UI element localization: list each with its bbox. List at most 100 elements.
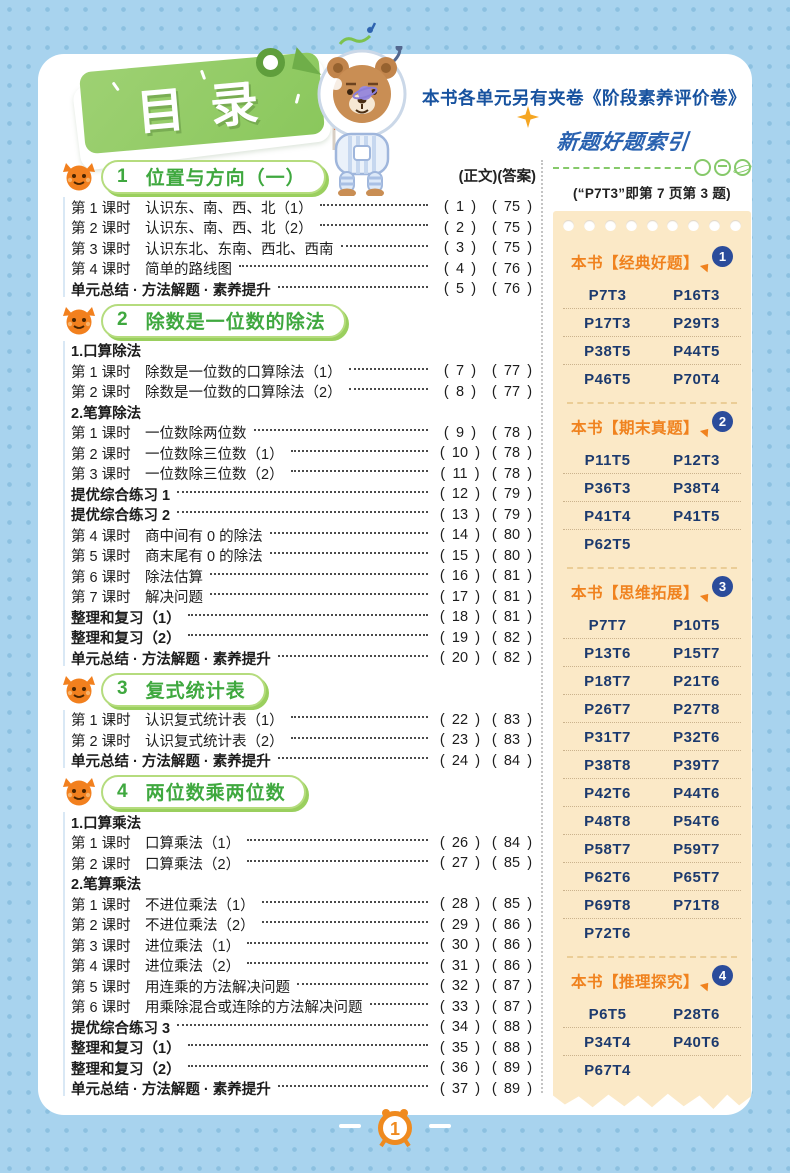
toc-row: 单元总结 · 方法解题 · 素养提升 ( 20 ) ( 82 ) [62, 648, 538, 669]
index-section-number-badge: 2 [712, 410, 733, 432]
lesson-label: 第 2 课时 [71, 918, 131, 935]
page-ref-answer: ( 81 ) [491, 609, 533, 626]
chapter-mascot-icon [62, 162, 96, 192]
dot-leader [348, 367, 428, 370]
lesson-title: 提优综合练习 3 [71, 1020, 171, 1037]
index-code-row: P62T5 [563, 530, 741, 557]
question-code: P41T5 [673, 507, 720, 525]
lesson-title: 口算乘法（1） [145, 836, 241, 853]
dot-leader [269, 531, 428, 534]
lesson-title: 商末尾有 0 的除法 [145, 549, 263, 566]
index-code-row: P69T8 P71T8 [563, 891, 741, 919]
dot-leader [247, 941, 428, 944]
question-code: P44T6 [673, 784, 720, 802]
question-code: P11T5 [584, 451, 631, 469]
punch-hole [625, 220, 637, 231]
lesson-label: 第 3 课时 [71, 241, 131, 258]
lesson-title: 整理和复习（1） [71, 1041, 181, 1058]
page-ref-answer: ( 87 ) [491, 998, 533, 1015]
toc-row: 第 3 课时 一位数除三位数（2） ( 11 ) ( 78 ) [62, 464, 538, 485]
page-number-footer: 1 [0, 1104, 790, 1148]
page-ref-text: ( 29 ) [439, 916, 481, 933]
page-ref-text: ( 2 ) [443, 219, 477, 236]
chapter-badge: 1 位置与方向（一） [101, 160, 326, 194]
page-ref-text: ( 27 ) [439, 855, 481, 872]
punch-hole [688, 220, 700, 231]
footer-dash [339, 1124, 361, 1128]
lesson-title: 用乘除混合或连除的方法解决问题 [145, 1000, 363, 1017]
lesson-title: 用连乘的方法解决问题 [145, 979, 290, 996]
dot-leader [239, 265, 428, 268]
lesson-title: 一位数除两位数 [145, 426, 247, 443]
dot-leader [187, 613, 428, 616]
question-code: P28T6 [673, 1005, 720, 1023]
svg-text:1: 1 [390, 1119, 400, 1139]
lesson-label: 第 3 课时 [71, 938, 131, 955]
question-code [652, 1062, 741, 1079]
index-code-row: P36T3 P38T4 [563, 474, 741, 502]
toc-row: 单元总结 · 方法解题 · 素养提升 ( 37 ) ( 89 ) [62, 1079, 538, 1100]
lesson-label: 第 1 课时 [71, 426, 131, 443]
subsection-title: 2.笔算除法 [71, 405, 142, 422]
index-code-row: P34T4 P40T6 [563, 1028, 741, 1056]
question-code: P62T5 [584, 535, 631, 553]
page-ref-answer: ( 85 ) [491, 896, 533, 913]
lesson-title: 认识东、南、西、北（2） [145, 221, 313, 238]
index-section-header: 本书【期末真题】 2 [561, 410, 743, 438]
toc-row: 第 2 课时 口算乘法（2） ( 27 ) ( 85 ) [62, 853, 538, 874]
lesson-label: 第 1 课时 [71, 364, 131, 381]
index-code-row: P7T7 P10T5 [563, 611, 741, 639]
page-ref-text: ( 15 ) [439, 547, 481, 564]
index-section: 本书【期末真题】 2 P11T5 P12T3 P36T3 P38T4 P41T4 P41T5 P… [561, 410, 743, 557]
toc-row: 第 7 课时 解决问题 ( 17 ) ( 81 ) [62, 587, 538, 608]
chapter-number: 1 [117, 165, 128, 187]
lesson-title: 单元总结 · 方法解题 · 素养提升 [71, 754, 271, 771]
toc-row: 第 4 课时 进位乘法（2） ( 31 ) ( 86 ) [62, 956, 538, 977]
question-code: P15T7 [673, 644, 720, 662]
question-code: P16T3 [673, 286, 720, 304]
subsection-title: 1.口算除法 [71, 344, 142, 361]
lesson-title: 整理和复习（1） [71, 610, 181, 627]
question-code: P44T5 [673, 342, 720, 360]
orange-caret-icon [699, 260, 713, 272]
toc-row: 第 1 课时 一位数除两位数 ( 9 ) ( 78 ) [62, 423, 538, 444]
lesson-label: 第 1 课时 [71, 200, 131, 217]
question-code: P32T6 [673, 728, 720, 746]
lesson-label: 第 1 课时 [71, 713, 131, 730]
decorative-dashed-line [553, 159, 751, 176]
lesson-title: 认识复式统计表（2） [145, 733, 284, 750]
question-code: P48T8 [584, 812, 631, 830]
toc-row: 第 1 课时 不进位乘法（1） ( 28 ) ( 85 ) [62, 894, 538, 915]
lesson-label: 第 6 课时 [71, 1000, 131, 1017]
question-code: P34T4 [584, 1033, 631, 1051]
question-code: P58T7 [584, 840, 631, 858]
question-code: P38T8 [584, 756, 631, 774]
index-section-header: 本书【推理探究】 4 [561, 964, 743, 992]
footer-dash [429, 1124, 451, 1128]
index-section-number-badge: 3 [712, 575, 733, 597]
question-code: P6T5 [588, 1005, 627, 1023]
chapter-title: 除数是一位数的除法 [145, 311, 326, 333]
section-divider [567, 567, 737, 569]
chapter-title: 位置与方向（一） [145, 168, 306, 189]
lesson-title: 解决问题 [145, 590, 203, 607]
section-divider [567, 956, 737, 958]
page-ref-answer: ( 88 ) [491, 1019, 533, 1036]
index-code-row: P26T7 P27T8 [563, 695, 741, 723]
dot-leader [177, 1023, 428, 1026]
orange-caret-icon [699, 425, 713, 437]
lesson-title: 简单的路线图 [145, 262, 232, 279]
page-ref-answer: ( 86 ) [491, 937, 533, 954]
punch-hole [646, 220, 658, 231]
lesson-title: 除数是一位数的口算除法（2） [145, 385, 342, 402]
page-ref-answer: ( 86 ) [491, 957, 533, 974]
question-code: P69T8 [584, 896, 631, 914]
lesson-title: 进位乘法（1） [145, 938, 241, 955]
question-code: P12T3 [673, 451, 720, 469]
question-code: P46T5 [584, 370, 631, 388]
lesson-label: 第 2 课时 [71, 733, 131, 750]
lesson-label: 第 2 课时 [71, 385, 131, 402]
page-ref-text: ( 24 ) [439, 752, 481, 769]
lesson-title: 不进位乘法（2） [145, 918, 255, 935]
question-code [652, 925, 741, 942]
